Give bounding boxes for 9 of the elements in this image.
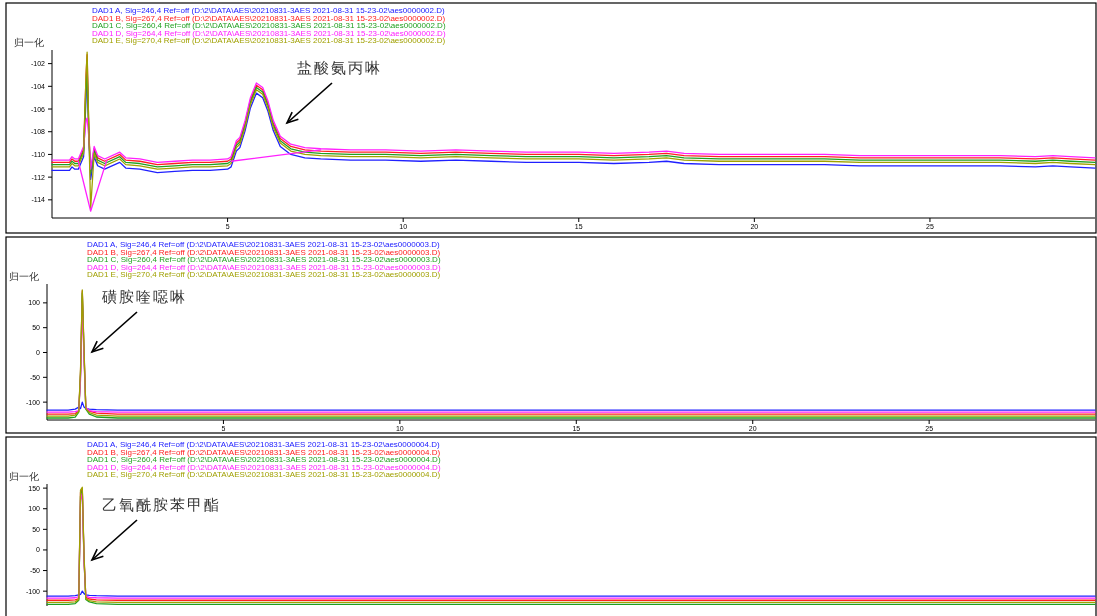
y-axis-title: 归一化 <box>9 271 39 282</box>
text: DAD1 A, Sig=246,4 Ref=off (D:\2\DATA\AES\20210831-3AES 2021-08-31 15-23-02\aes0000003.D) <box>87 240 440 249</box>
y-axis-title: 归一化 <box>14 37 44 48</box>
text: DAD1 A, Sig=246,4 Ref=off (D:\2\DATA\AES\20210831-3AES 2021-08-31 15-23-02\aes0000002.D) <box>92 6 445 15</box>
y-axis-title: 归一化 <box>9 471 39 482</box>
annotation: 磺胺喹噁啉 <box>101 288 187 306</box>
annotation: 乙氧酰胺苯甲酯 <box>102 496 221 514</box>
annotation: 盐酸氨丙啉 <box>297 59 382 77</box>
text: DAD1 A, Sig=246,4 Ref=off (D:\2\DATA\AES\20210831-3AES 2021-08-31 15-23-02\aes0000004.D) <box>87 440 440 449</box>
